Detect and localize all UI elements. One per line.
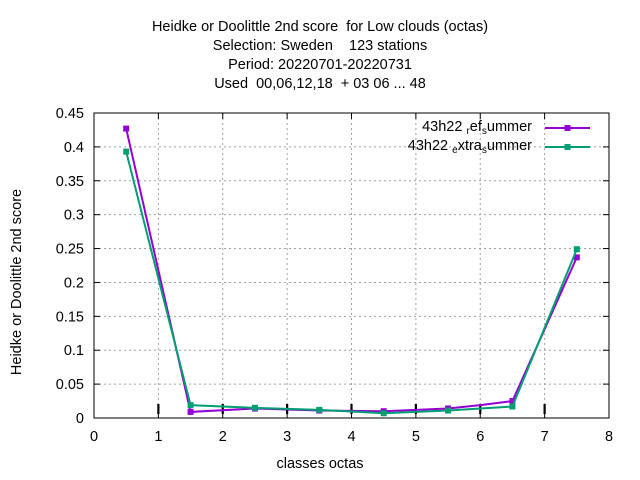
legend-extra-part-2: e (452, 145, 458, 156)
y-axis-label: Heidke or Doolittle 2nd score (9, 188, 25, 376)
x-tick-label: 0 (90, 429, 98, 445)
data-point-1 (509, 403, 516, 410)
chart-title-line-3: Period: 20220701-20220731 (228, 57, 412, 73)
x-tick-label: 2 (219, 429, 227, 445)
legend-ref-part-4: s (481, 126, 487, 137)
series-line-1 (125, 151, 578, 415)
data-point-0 (573, 254, 580, 261)
data-point-1 (573, 246, 580, 253)
y-tick-label: 0.05 (56, 377, 84, 393)
data-point-0 (187, 408, 194, 415)
x-tick-label: 8 (605, 429, 613, 445)
y-tick-label: 0.15 (56, 309, 84, 325)
x-tick-label: 1 (154, 429, 162, 445)
data-point-0 (123, 125, 130, 132)
data-point-1 (316, 406, 323, 413)
y-tick-label: 0 (76, 411, 84, 427)
data-point-1 (380, 410, 387, 417)
x-tick-label: 5 (412, 429, 420, 445)
legend-extra-part-5: ummer (486, 138, 532, 154)
chart-title-line-1: Heidke or Doolittle 2nd score for Low cl… (151, 19, 489, 35)
data-point-1 (445, 407, 452, 414)
y-tick-label: 0.3 (64, 208, 84, 224)
legend-ref-part-2: r (466, 126, 470, 137)
y-tick-label: 0.2 (64, 275, 84, 291)
x-tick-label: 3 (283, 429, 291, 445)
legend-extra-part-4: s (481, 145, 487, 156)
chart-title-line-2: Selection: Sweden 123 stations (212, 38, 428, 54)
y-tick-label: 0.35 (56, 174, 84, 190)
legend-extra-part-1: 43h22 (407, 138, 453, 154)
data-point-0 (509, 398, 516, 405)
data-point-1 (187, 402, 194, 409)
x-tick-label: 6 (476, 429, 484, 445)
legend-entry-extra: 43h22 extrasummer (408, 138, 532, 156)
chart-title-line-4: Used 00,06,12,18 + 03 06 ... 48 (214, 76, 426, 92)
legend-ref-part-5: ummer (486, 119, 532, 135)
data-point-1 (251, 404, 258, 411)
legend-ref-part-1: 43h22 (422, 119, 467, 135)
legend-extra-part-3: xtra (457, 138, 482, 154)
legend-ref-part-3: ef (469, 119, 482, 135)
y-tick-label: 0.25 (56, 242, 84, 258)
data-point-1 (123, 148, 130, 155)
y-tick-label: 0.45 (56, 106, 84, 122)
y-tick-label: 0.4 (64, 140, 84, 156)
legend-marker-0 (564, 125, 571, 131)
legend-marker-1 (564, 144, 571, 150)
x-tick-label: 7 (541, 429, 549, 445)
x-axis-label: classes octas (276, 456, 364, 472)
legend-entry-ref: 43h22 refsummer (422, 119, 532, 137)
y-tick-label: 0.1 (64, 343, 84, 359)
x-tick-label: 4 (347, 429, 355, 445)
